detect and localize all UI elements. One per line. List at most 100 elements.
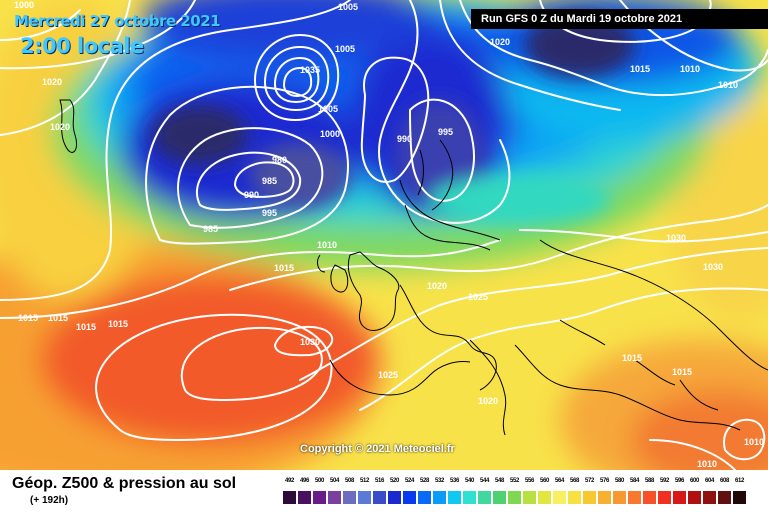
- scale-swatch: [433, 491, 446, 504]
- scale-swatch: [673, 491, 686, 504]
- scale-value: 512: [359, 478, 370, 484]
- scale-value: 572: [584, 478, 595, 484]
- isobar-label: 1010: [697, 459, 717, 469]
- scale-swatch: [508, 491, 521, 504]
- isobar-label: 1000: [14, 0, 34, 10]
- scale-swatch: [478, 491, 491, 504]
- isobar-label: 1030: [300, 337, 320, 347]
- isobar-label: 990: [397, 134, 412, 144]
- isobar-label: 1020: [478, 396, 498, 406]
- pressure-labels: 1000 1005 1005 1020 1020 1010 1015 1010 1020 1035…: [14, 0, 764, 469]
- isobar-label: 1005: [318, 104, 338, 114]
- scale-value: 548: [494, 478, 505, 484]
- scale-swatch: [283, 491, 296, 504]
- run-info: Run GFS 0 Z du Mardi 19 octobre 2021: [471, 9, 768, 29]
- scale-value: 524: [404, 478, 415, 484]
- scale-swatch: [418, 491, 431, 504]
- scale-value: 568: [569, 478, 580, 484]
- scale-value: 496: [299, 478, 310, 484]
- scale-value: 588: [644, 478, 655, 484]
- scale-value: 580: [614, 478, 625, 484]
- isobar-label: 1020: [50, 122, 70, 132]
- valid-date: Mercredi 27 octobre 2021: [14, 12, 221, 30]
- scale-swatch: [568, 491, 581, 504]
- scale-swatch: [538, 491, 551, 504]
- scale-swatch: [613, 491, 626, 504]
- isobar-label: 1015: [630, 64, 650, 74]
- chart-title: Géop. Z500 & pression au sol: [12, 475, 237, 492]
- scale-value: 576: [599, 478, 610, 484]
- isobar-label: 985: [203, 224, 218, 234]
- scale-value: 604: [704, 478, 715, 484]
- isobar-label: 1005: [335, 44, 355, 54]
- isobar-label: 1010: [744, 437, 764, 447]
- scale-value: 508: [344, 478, 355, 484]
- scale-value: 592: [659, 478, 670, 484]
- isobar-label: 990: [244, 190, 259, 200]
- isobar-label: 1010: [680, 64, 700, 74]
- scale-swatch: [328, 491, 341, 504]
- scale-value: 504: [329, 478, 340, 484]
- isobar-label: 980: [272, 155, 287, 165]
- isobar-label: 1020: [427, 281, 447, 291]
- scale-swatch: [703, 491, 716, 504]
- isobar-label: 1035: [300, 65, 320, 75]
- scale-swatch: [373, 491, 386, 504]
- scale-value: 532: [434, 478, 445, 484]
- legend-footer: Géop. Z500 & pression au sol (+ 192h) 49…: [0, 470, 768, 512]
- scale-value: 544: [479, 478, 490, 484]
- scale-swatch: [343, 491, 356, 504]
- scale-value: 584: [629, 478, 640, 484]
- local-time: 2:00 locale: [20, 34, 144, 58]
- isobar-lines: [0, 0, 768, 470]
- scale-swatch: [523, 491, 536, 504]
- scale-swatch: [553, 491, 566, 504]
- isobar-label: 1015: [622, 353, 642, 363]
- isobar-label: 1015: [672, 367, 692, 377]
- isobar-label: 1015: [48, 313, 68, 323]
- scale-swatch: [313, 491, 326, 504]
- scale-value: 608: [719, 478, 730, 484]
- isobar-label: 1005: [338, 2, 358, 12]
- scale-swatch: [358, 491, 371, 504]
- scale-value: 500: [314, 478, 325, 484]
- coastlines: [59, 99, 768, 436]
- scale-value: 612: [734, 478, 745, 484]
- forecast-range: (+ 192h): [30, 495, 69, 506]
- isobar-label: 1020: [490, 37, 510, 47]
- scale-swatch: [733, 491, 746, 504]
- geopotential-field: [0, 0, 768, 470]
- scale-swatch: [688, 491, 701, 504]
- copyright-notice: Copyright © 2021 Meteociel.fr: [300, 443, 455, 455]
- scale-value: 520: [389, 478, 400, 484]
- color-scale: 492 496 500 504 508 512 516 520 524 528 532 536 540 5…: [283, 478, 751, 508]
- isobar-label: 1030: [703, 262, 723, 272]
- scale-value: 560: [539, 478, 550, 484]
- isobar-label: 1015: [274, 263, 294, 273]
- isobar-label: 1030: [666, 233, 686, 243]
- scale-value: 536: [449, 478, 460, 484]
- isobar-label: 1015: [18, 313, 38, 323]
- isobar-label: 1015: [76, 322, 96, 332]
- scale-swatch: [388, 491, 401, 504]
- scale-swatch: [628, 491, 641, 504]
- scale-swatch: [658, 491, 671, 504]
- scale-value: 556: [524, 478, 535, 484]
- isobar-label: 1000: [320, 129, 340, 139]
- forecast-map: 1000 1005 1005 1020 1020 1010 1015 1010 1020 1035…: [0, 0, 768, 470]
- isobar-label: 1010: [718, 80, 738, 90]
- scale-swatch: [583, 491, 596, 504]
- isobar-label: 995: [262, 208, 277, 218]
- isobar-label: 1015: [108, 319, 128, 329]
- scale-swatch: [403, 491, 416, 504]
- scale-value: 600: [689, 478, 700, 484]
- scale-swatch: [598, 491, 611, 504]
- scale-value: 528: [419, 478, 430, 484]
- scale-swatch: [463, 491, 476, 504]
- scale-value: 564: [554, 478, 565, 484]
- scale-value: 552: [509, 478, 520, 484]
- isobar-label: 1020: [42, 77, 62, 87]
- scale-swatch: [718, 491, 731, 504]
- scale-value: 516: [374, 478, 385, 484]
